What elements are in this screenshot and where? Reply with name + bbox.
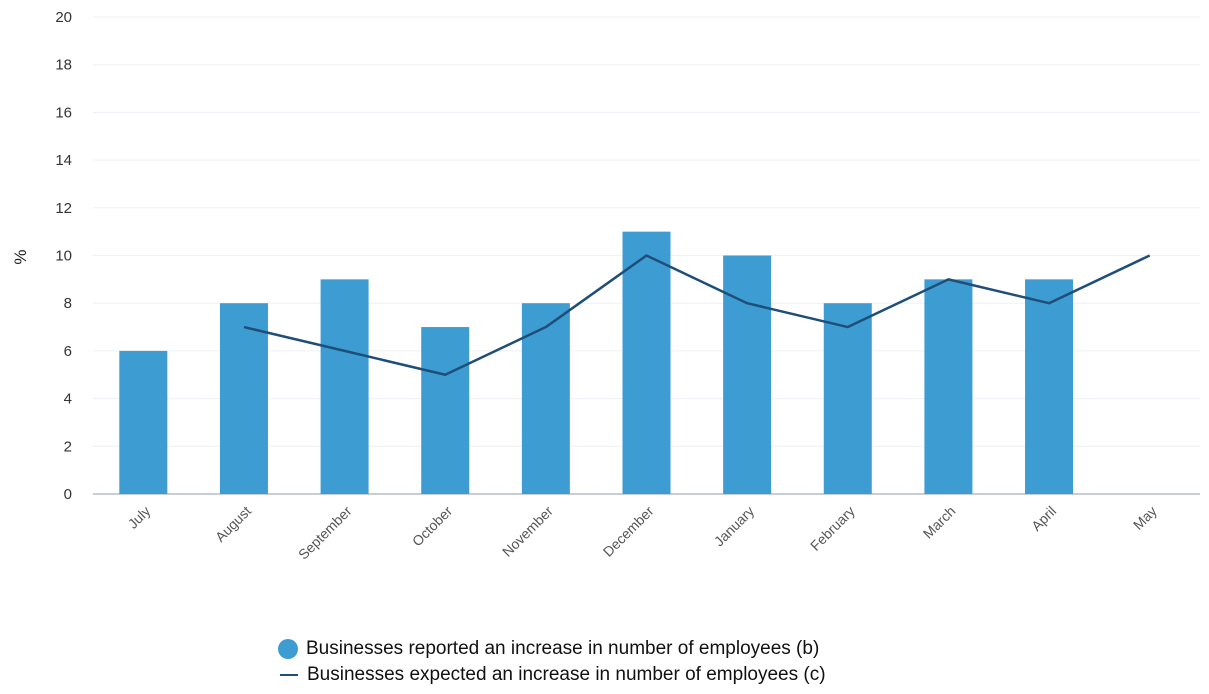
- legend-line-icon: [280, 674, 298, 676]
- y-tick-label: 6: [64, 343, 72, 360]
- x-tick-label: January: [711, 503, 758, 550]
- y-tick-label: 0: [64, 486, 72, 503]
- x-tick-label: March: [920, 503, 959, 542]
- line-series: [243, 254, 1151, 376]
- series-line: [243, 254, 1151, 376]
- y-tick-label: 8: [64, 295, 72, 312]
- bar: [823, 303, 872, 494]
- legend-item-line[interactable]: Businesses expected an increase in numbe…: [278, 662, 826, 688]
- y-tick-label: 2: [64, 438, 72, 455]
- x-tick-label: December: [600, 503, 657, 560]
- legend-label: Businesses expected an increase in numbe…: [307, 664, 826, 685]
- bar: [723, 255, 772, 494]
- legend: Businesses reported an increase in numbe…: [278, 636, 826, 688]
- legend-item-bar[interactable]: Businesses reported an increase in numbe…: [278, 636, 826, 662]
- y-tick-label: 10: [55, 248, 72, 265]
- y-tick-label: 4: [64, 391, 72, 408]
- legend-dot-icon: [278, 639, 298, 659]
- bar: [320, 279, 369, 494]
- x-tick-label: November: [499, 503, 556, 560]
- y-tick-label: 18: [55, 57, 72, 74]
- bar-series: [119, 231, 1074, 494]
- bar: [1025, 279, 1074, 494]
- y-tick-label: 16: [55, 104, 72, 121]
- x-tick-label: October: [409, 503, 456, 550]
- bar: [421, 327, 470, 494]
- bar: [219, 303, 268, 494]
- y-axis-ticks: 0 2 4 6 8 10 12 14 16 18 20: [55, 9, 72, 503]
- x-tick-label: July: [125, 503, 154, 532]
- x-tick-label: September: [295, 503, 355, 563]
- y-tick-label: 12: [55, 200, 72, 217]
- x-tick-label: May: [1130, 503, 1160, 533]
- x-tick-label: February: [807, 503, 858, 554]
- legend-label: Businesses reported an increase in numbe…: [306, 638, 820, 659]
- y-tick-label: 14: [55, 152, 72, 169]
- x-tick-label: August: [212, 503, 254, 545]
- bar: [622, 231, 671, 494]
- x-tick-label: April: [1028, 503, 1059, 534]
- bar: [521, 303, 570, 494]
- bar: [924, 279, 973, 494]
- y-tick-label: 20: [55, 9, 72, 26]
- bar: [119, 350, 168, 494]
- x-axis-ticks: July August September October November Decemb…: [125, 503, 1160, 563]
- y-axis-label: %: [11, 249, 30, 264]
